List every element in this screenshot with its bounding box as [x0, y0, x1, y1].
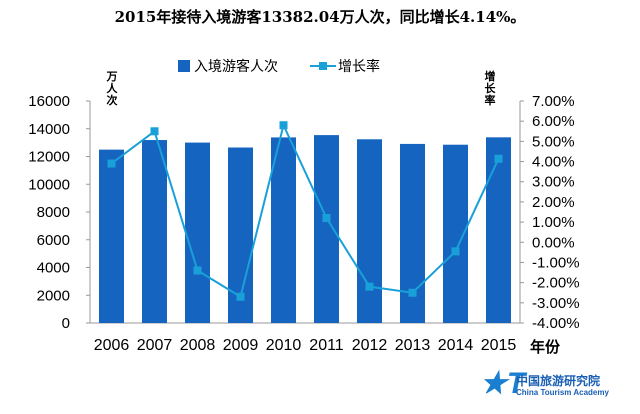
y-tick-label: 6000	[37, 232, 70, 249]
bar-2007	[142, 140, 167, 323]
bar-2012	[357, 139, 382, 323]
logo: ★T 中国旅游研究院 China Tourism Academy	[470, 364, 630, 404]
y2-tick-label: 7.00%	[532, 93, 575, 110]
x-tick-label: 2009	[223, 337, 259, 354]
y-tick-label: 12000	[28, 149, 70, 166]
growth-line	[110, 122, 500, 299]
x-tick-label: 2006	[94, 337, 130, 354]
y-tick-label: 10000	[28, 176, 70, 193]
x-tick-label: 2015	[481, 337, 517, 354]
y2-tick-label: 1.00%	[532, 214, 575, 231]
y-tick-label: 14000	[28, 121, 70, 138]
y2-tick-label: 5.00%	[532, 133, 575, 150]
x-tick-label: 2011	[309, 337, 344, 354]
y2-tick-label: 3.00%	[532, 174, 575, 191]
growth-point-2007	[150, 127, 159, 136]
y-tick-label: 16000	[28, 93, 70, 110]
growth-point-2012	[365, 282, 374, 291]
y2-axis-title-char: 增	[485, 69, 496, 83]
y-axis-title-char: 次	[107, 93, 118, 107]
growth-point-2014	[451, 247, 460, 256]
x-tick-label: 2012	[352, 337, 388, 354]
growth-point-2009	[236, 292, 245, 301]
x-tick-label: 2007	[137, 337, 173, 354]
y-tick-label: 4000	[37, 260, 70, 277]
y-tick-label: 0	[62, 315, 70, 332]
y2-tick-label: 2.00%	[532, 194, 575, 211]
y-tick-label: 8000	[37, 204, 70, 221]
growth-point-2008	[193, 266, 202, 275]
growth-point-2011	[322, 214, 331, 223]
y2-tick-label: 6.00%	[532, 113, 575, 130]
growth-point-2013	[408, 288, 417, 297]
y2-tick-label: -4.00%	[532, 315, 580, 332]
x-tick-label: 2010	[266, 337, 302, 354]
legend-bar-swatch	[178, 60, 190, 72]
y2-axis-title-char: 长	[485, 81, 497, 95]
legend-bar-label: 入境游客人次	[194, 58, 278, 74]
y2-tick-label: -2.00%	[532, 275, 580, 292]
x-tick-label: 2013	[395, 337, 431, 354]
logo-cn: 中国旅游研究院	[516, 374, 601, 388]
legend-line-label: 增长率	[338, 58, 380, 74]
legend-line-marker	[319, 62, 327, 70]
y2-axis-title-char: 率	[485, 93, 496, 107]
y-axis-title-char: 万	[106, 70, 118, 83]
bar-2011	[314, 135, 339, 323]
growth-point-2006	[107, 159, 116, 168]
x-tick-label: 2008	[180, 337, 216, 354]
growth-point-2010	[279, 121, 288, 130]
logo-en: China Tourism Academy	[516, 388, 609, 397]
bar-2010	[271, 137, 296, 323]
growth-point-2015	[494, 154, 503, 163]
bar-2015	[486, 137, 511, 323]
x-axis-title: 年份	[530, 338, 561, 356]
y2-tick-label: -3.00%	[532, 295, 580, 312]
x-tick-label: 2014	[438, 337, 474, 354]
y2-tick-label: 4.00%	[532, 154, 575, 171]
bar-2006	[99, 149, 124, 323]
y2-tick-label: 0.00%	[532, 234, 575, 251]
chart-title: 2015年接待入境游客13382.04万人次，同比增长4.14%。	[114, 8, 526, 26]
y2-tick-label: -1.00%	[532, 254, 580, 271]
y-axis-title-char: 人	[107, 81, 119, 95]
logo-mark: ★T	[480, 367, 526, 400]
bar-2008	[185, 142, 210, 323]
y-tick-label: 2000	[37, 287, 70, 304]
